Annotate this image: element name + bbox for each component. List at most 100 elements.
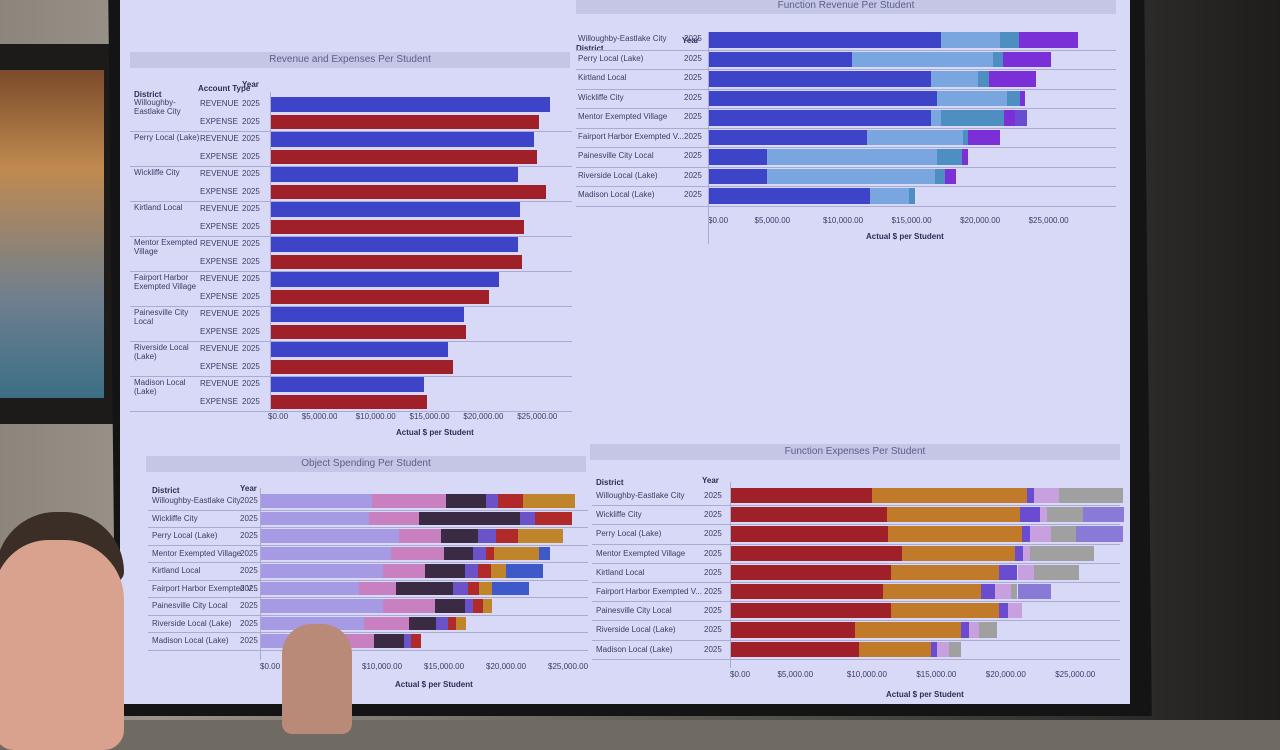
rev-exp-row-divider: [130, 236, 572, 237]
rev-exp-account-type: REVENUE: [200, 169, 239, 178]
func-exp-axis-label: Actual $ per Student: [886, 690, 964, 699]
rev-exp-row-divider: [130, 201, 572, 202]
rev-exp-row-divider: [130, 411, 572, 412]
func-exp-segment: [999, 564, 1018, 580]
func-rev-segment: [708, 168, 767, 184]
func-exp-district-label: Kirtland Local: [596, 567, 645, 577]
obj-row-divider: [148, 579, 588, 581]
func-exp-segment: [730, 603, 892, 619]
func-rev-header-year: Year: [682, 36, 699, 45]
rev-exp-account-type: REVENUE: [200, 99, 239, 108]
rev-exp-bar: [270, 307, 464, 322]
func-rev-segment: [708, 110, 932, 126]
rev-exp-bar: [270, 237, 518, 252]
obj-segment: [490, 564, 506, 578]
obj-segment: [453, 581, 469, 595]
rev-exp-year: 2025: [242, 256, 260, 266]
rev-exp-year: 2025: [242, 379, 260, 388]
func-exp-year: 2025: [704, 491, 722, 500]
obj-district-label: Madison Local (Lake): [152, 636, 229, 645]
rev-exp-bar: [270, 149, 538, 164]
rev-exp-bar: [270, 342, 448, 357]
obj-segment: [260, 616, 365, 630]
rev-exp-year: 2025: [242, 361, 260, 371]
func-exp-row-divider: [592, 524, 1120, 526]
func-exp-segment: [888, 526, 1022, 542]
func-rev-segment: [936, 90, 1007, 106]
obj-segment: [260, 511, 370, 525]
func-rev-district-label: Perry Local (Lake): [578, 53, 644, 63]
func-exp-segment: [730, 526, 889, 542]
obj-tick: $15,000.00: [424, 662, 465, 671]
obj-district-label: Kirtland Local: [152, 566, 201, 575]
rev-exp-bar: [270, 289, 489, 304]
rev-exp-bar: [270, 377, 424, 392]
obj-segment: [464, 599, 474, 613]
obj-segment: [391, 546, 444, 560]
obj-segment: [434, 599, 465, 613]
obj-segment: [485, 494, 499, 508]
obj-year: 2025: [240, 513, 258, 523]
rev-exp-district-label: Wickliffe City: [134, 168, 180, 177]
func-rev-row-divider: [576, 69, 1116, 70]
func-rev-year: 2025: [684, 151, 702, 160]
rev-exp-account-type: REVENUE: [200, 239, 239, 248]
func-exp-segment: [968, 622, 979, 638]
tv-screen: Revenue and Expenses Per Student Functio…: [120, 0, 1130, 704]
func-exp-year: 2025: [704, 529, 722, 539]
obj-year: 2025: [240, 496, 258, 505]
func-exp-segment: [855, 622, 961, 638]
func-rev-segment: [945, 168, 957, 184]
rev-exp-row-divider: [130, 271, 572, 272]
func-exp-segment: [1023, 545, 1030, 561]
func-exp-district-label: Wickliffe City: [596, 510, 642, 520]
func-rev-segment: [1006, 90, 1021, 106]
func-exp-district-label: Mentor Exempted Village: [596, 548, 686, 558]
func-rev-axis: [708, 32, 709, 244]
rev-exp-header-district: District: [134, 90, 162, 99]
rev-exp-bar: [270, 132, 534, 147]
func-exp-segment: [1059, 488, 1124, 504]
obj-row-divider: [148, 562, 588, 563]
func-rev-segment: [869, 188, 910, 204]
obj-segment: [468, 581, 480, 595]
func-exp-segment: [902, 545, 1015, 561]
obj-district-label: Riverside Local (Lake): [152, 618, 232, 628]
obj-segment: [446, 494, 486, 508]
func-rev-segment: [1019, 32, 1078, 48]
func-exp-tick: $25,000.00: [1055, 670, 1096, 679]
func-rev-row-divider: [576, 147, 1116, 148]
obj-segment: [522, 494, 575, 508]
rev-exp-account-type: EXPENSE: [200, 116, 238, 126]
func-exp-district-label: Perry Local (Lake): [596, 529, 662, 539]
func-rev-row-divider: [576, 166, 1116, 168]
func-rev-tick: $0.00: [708, 216, 729, 225]
presenter-hand: [282, 624, 352, 734]
func-exp-segment: [1017, 584, 1051, 600]
obj-segment: [498, 494, 523, 508]
obj-segment: [382, 599, 435, 613]
func-exp-tick: $5,000.00: [777, 670, 814, 679]
obj-district-label: Painesville City Local: [152, 601, 228, 610]
rev-exp-year: 2025: [242, 309, 260, 318]
obj-segment: [535, 511, 573, 525]
func-rev-tick: $5,000.00: [754, 216, 791, 225]
rev-exp-tick: $25,000.00: [517, 412, 558, 421]
rev-exp-district-label: Mentor Exempted Village: [134, 238, 198, 256]
func-rev-year: 2025: [684, 34, 702, 43]
obj-segment: [478, 529, 496, 543]
obj-segment: [364, 616, 409, 630]
obj-row-divider: [148, 544, 588, 546]
rev-exp-year: 2025: [242, 204, 260, 213]
func-exp-segment: [1027, 488, 1035, 504]
func-exp-row-divider: [592, 543, 1120, 545]
func-exp-segment: [1082, 507, 1125, 523]
obj-row-divider: [148, 597, 588, 598]
rev-exp-account-type: EXPENSE: [200, 256, 238, 266]
func-exp-segment: [730, 622, 855, 638]
obj-year: 2025: [240, 548, 258, 558]
obj-segment: [473, 546, 486, 560]
func-rev-segment: [708, 71, 932, 87]
func-rev-district-label: Madison Local (Lake): [578, 190, 655, 199]
func-rev-segment: [1020, 90, 1025, 106]
